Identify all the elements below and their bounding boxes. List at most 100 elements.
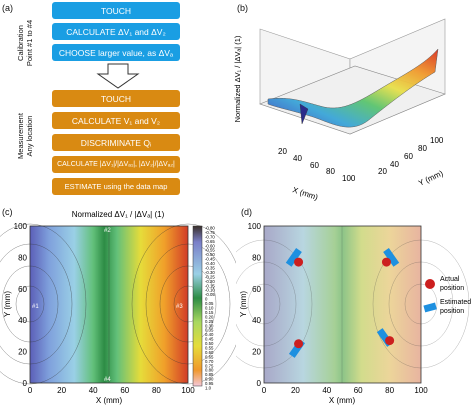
contour-xlabel: X (mm) [96,396,123,405]
meas-step-ratio: CALCULATE |ΔV₁|/|ΔVₐ₁|, |ΔV₂|/|ΔVₐ₂| [52,156,180,173]
map-ytick: 100 [248,222,262,231]
actual-position-mark [381,257,391,267]
surface-ytick: 40 [390,160,399,169]
colorbar-tick-label: 1.0 [205,386,212,391]
contour-ytick: 20 [18,348,27,357]
contour-ytick: 60 [18,285,27,294]
contour-xtick: 0 [28,386,33,395]
measurement-label: Measurement Any location [16,113,34,159]
colorbar-tick-label: -0.50 [205,252,215,257]
contour-ytick: 0 [23,379,28,388]
colorbar-tick-label: -0.40 [205,261,215,266]
contour-ytick: 100 [14,222,28,231]
colorbar-tick-label: 0.20 [205,314,214,319]
colorbar-tick-label: 0.90 [205,377,214,382]
colorbar-tick-label: 0.25 [205,319,214,324]
map-xlabel: X (mm) [329,396,356,405]
colorbar-tick-label: 0.65 [205,354,214,359]
map-xtick: 60 [354,386,363,395]
colorbar-tick-label: -0.10 [205,288,215,293]
estimated-position-mark [285,248,302,267]
colorbar-tick-label: 0.95 [205,381,214,386]
colorbar-tick-label: 0.80 [205,368,214,373]
legend-estimated-marker [423,302,437,313]
map-plot-area [263,225,422,384]
colorbar-tick-label: -0.55 [205,248,215,253]
map-ytick: 20 [252,348,261,357]
map-xtick: 80 [385,386,394,395]
map-ytick: 60 [252,285,261,294]
colorbar-tick-label: -0.45 [205,257,215,262]
surface-ytick: 100 [430,136,444,145]
surface-xtick: 40 [293,154,302,163]
map-ylabel: Y (mm) [239,291,248,317]
colorbar-tick-label: -0.15 [205,283,215,288]
map-ytick: 40 [252,316,261,325]
contour-xtick: 40 [89,386,98,395]
surface-xlabel: X (mm) [291,185,319,202]
colorbar-tick-label: -0.35 [205,266,215,271]
contour-xtick: 100 [181,386,195,395]
calib-step-choose: CHOOSE larger value, as ΔVₐ [52,44,180,61]
calib-step-calculate: CALCULATE ΔV₁ and ΔV₂ [52,23,180,40]
contour-ytick: 40 [18,316,27,325]
meas-step-estimate: ESTIMATE using the data map [52,178,180,195]
colorbar-tick-label: 0.50 [205,341,214,346]
marker-label: #2 [104,228,111,234]
map-contour-lines [236,226,470,383]
panel-label-b: (b) [237,3,248,13]
colorbar-tick-label: 0.05 [205,301,214,306]
estimate-chart: 0 20 40 60 80 100 0 20 40 60 80 100 X (m… [236,222,471,405]
contour-chart: Normalized ΔV₁ / |ΔVₐ| (1) #1 #2 #3 #4 0… [0,210,236,405]
contour-ylabel: Y (mm) [3,291,12,317]
panel-label-d: (d) [241,207,252,217]
legend-estimated-label-2: position [440,308,464,315]
legend-actual-label-1: Actual [440,276,460,283]
colorbar-tick-label: -0.80 [205,226,215,231]
surface-xtick: 60 [310,161,319,170]
colorbar-tick-label: 0.10 [205,306,214,311]
panel-label-a: (a) [2,3,13,13]
contour-ytick: 80 [18,253,27,262]
colorbar-tick-label: 0.85 [205,372,214,377]
estimated-position-mark [383,248,400,267]
colorbar-tick-label: 0.75 [205,363,214,368]
meas-step-discriminate: DISCRIMINATE Qᵢ [52,134,180,151]
legend-actual-label-2: position [440,285,464,292]
surface-ylabel: Y (mm) [417,168,445,187]
colorbar-tick-label: -0.30 [205,270,215,275]
colorbar-tick-label: 0.55 [205,346,214,351]
meas-step-calculate: CALCULATE V₁ and V₂ [52,112,180,129]
surface-zlabel: Normalized ΔV₁ / |ΔVₐ| (1) [233,35,242,122]
actual-position-mark [294,257,304,267]
colorbar-tick-label: -0.25 [205,274,215,279]
colorbar-tick-label: -0.70 [205,234,215,239]
marker-label: #4 [104,377,111,383]
contour-lines [0,223,236,385]
colorbar [192,225,203,387]
meas-step-touch: TOUCH [52,90,180,107]
colorbar-tick-label: -0.65 [205,239,215,244]
map-xtick: 0 [262,386,267,395]
legend-estimated-label-1: Estimated [440,299,471,306]
marker-label: #3 [176,304,183,310]
surface-mesh [267,48,439,128]
colorbar-tick-label: -0.75 [205,230,215,235]
colorbar-tick-label: 0.30 [205,323,214,328]
legend-actual-marker [425,279,435,289]
colorbar-tick-label: 0.70 [205,359,214,364]
contour-xtick: 80 [152,386,161,395]
colorbar-tick-label: 0.45 [205,337,214,342]
colorbar-tick-label: 0 [205,297,208,302]
actual-position-mark [294,339,304,349]
colorbar-tick-label: 0.40 [205,332,214,337]
marker-label: #1 [32,304,39,310]
surface-ytick: 80 [418,144,427,153]
colorbar-tick-label: -0.20 [205,279,215,284]
surface-xtick: 80 [326,167,335,176]
surface-xtick: 100 [342,174,356,183]
surface-xtick: 20 [278,147,287,156]
map-xtick: 100 [414,386,428,395]
surface-ytick: 20 [378,167,387,176]
calib-step-touch: TOUCH [52,2,180,19]
